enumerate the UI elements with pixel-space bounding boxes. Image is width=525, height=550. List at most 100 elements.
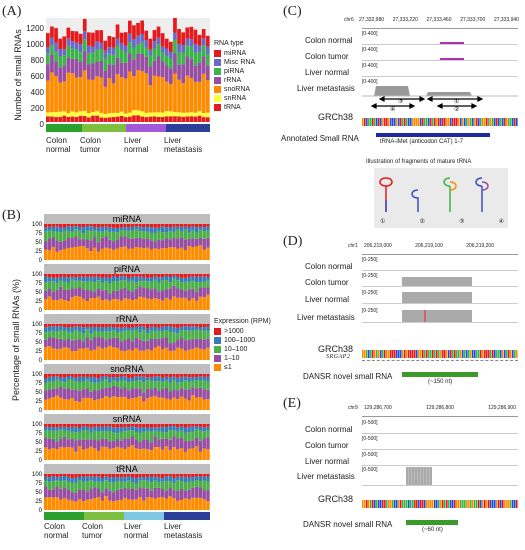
- bar-segment: [50, 37, 54, 45]
- bar-segment: [74, 330, 78, 340]
- bar-segment: [115, 277, 120, 282]
- bar-segment: [164, 81, 169, 111]
- bar-segment: [164, 325, 169, 331]
- bar-segment: [134, 448, 139, 460]
- bar-segment: [66, 379, 71, 389]
- bar-segment: [123, 279, 127, 289]
- bar-segment: [55, 486, 59, 498]
- bar-segment: [115, 116, 120, 122]
- bar-segment: [138, 374, 142, 377]
- bar-segment: [111, 224, 116, 228]
- base: [436, 118, 438, 126]
- bar-segment: [160, 489, 165, 498]
- bar-segment: [74, 451, 78, 460]
- bar-segment: [191, 280, 195, 289]
- bar-segment: [153, 347, 157, 360]
- base: [456, 500, 458, 508]
- bar-segment: [205, 80, 210, 113]
- track-line: [362, 303, 518, 304]
- bar-segment: [108, 482, 112, 491]
- bar-segment: [66, 439, 71, 448]
- bar-segment: [176, 382, 180, 391]
- bar-segment: [176, 347, 180, 360]
- bar-segment: [127, 227, 131, 231]
- base: [418, 118, 420, 126]
- bar-segment: [198, 276, 203, 282]
- bar-segment: [115, 433, 120, 440]
- bar-segment: [127, 399, 131, 410]
- bar-segment: [134, 226, 139, 230]
- bar-segment: [62, 382, 67, 389]
- bar-segment: [58, 38, 62, 49]
- bar-segment: [181, 116, 185, 122]
- bar-segment: [46, 116, 50, 122]
- base: [452, 118, 454, 126]
- bar-segment: [206, 501, 210, 510]
- base: [380, 118, 382, 126]
- bar-segment: [206, 338, 210, 348]
- bar-segment: [96, 251, 101, 260]
- bar-segment: [191, 274, 195, 277]
- bar-segment: [82, 110, 87, 117]
- bar-segment: [194, 224, 199, 228]
- bar-segment: [172, 474, 176, 479]
- bar-segment: [191, 497, 195, 510]
- bar-segment: [157, 487, 161, 498]
- bar-segment: [100, 388, 105, 399]
- base: [492, 118, 494, 126]
- bar-segment: [54, 51, 58, 62]
- bar-segment: [74, 42, 79, 50]
- base: [362, 118, 364, 126]
- bar-segment: [81, 381, 86, 390]
- bar-segment: [111, 347, 116, 360]
- bar-segment: [96, 276, 101, 281]
- bar-segment: [87, 32, 91, 46]
- bar-segment: [44, 474, 48, 477]
- bar-segment: [78, 33, 83, 45]
- bar-segment: [138, 487, 142, 498]
- bar-segment: [145, 226, 150, 232]
- bar-segment: [168, 274, 172, 278]
- base: [516, 500, 518, 508]
- coverage: [440, 58, 464, 60]
- bar-segment: [176, 431, 180, 439]
- bar-segment: [172, 226, 176, 232]
- bar-segment: [191, 376, 195, 381]
- base: [374, 500, 376, 508]
- bar-segment: [85, 301, 89, 310]
- bar-segment: [55, 395, 59, 410]
- bar-segment: [127, 238, 131, 249]
- legend-item: >1000: [214, 327, 271, 336]
- bar-segment: [77, 246, 82, 260]
- bar-segment: [119, 288, 123, 301]
- track-range: [0-250]: [362, 257, 378, 263]
- bar-segment: [89, 499, 93, 510]
- base: [512, 118, 514, 126]
- ytick: 0: [39, 258, 43, 264]
- bar-segment: [85, 424, 89, 427]
- base: [420, 500, 422, 508]
- base: [390, 350, 392, 358]
- bar-segment: [62, 49, 67, 56]
- bar-segment: [55, 338, 59, 350]
- bar-segment: [77, 280, 82, 288]
- bar-segment: [187, 448, 191, 460]
- bar-segment: [107, 47, 112, 54]
- bar-segment: [142, 326, 146, 331]
- base: [464, 118, 466, 126]
- bar-segment: [85, 347, 89, 360]
- base: [474, 500, 476, 508]
- bar-segment: [176, 449, 180, 460]
- bar-segment: [206, 331, 210, 339]
- bar-segment: [130, 430, 135, 437]
- bar-segment: [66, 430, 71, 440]
- bar-segment: [145, 340, 150, 350]
- bar-segment: [191, 431, 195, 441]
- bar-segment: [198, 324, 203, 328]
- bar-segment: [96, 346, 101, 360]
- bar-segment: [51, 330, 56, 338]
- bar-segment: [202, 324, 206, 328]
- bar-segment: [111, 482, 116, 493]
- bar-segment: [77, 424, 82, 428]
- bar-segment: [127, 382, 131, 391]
